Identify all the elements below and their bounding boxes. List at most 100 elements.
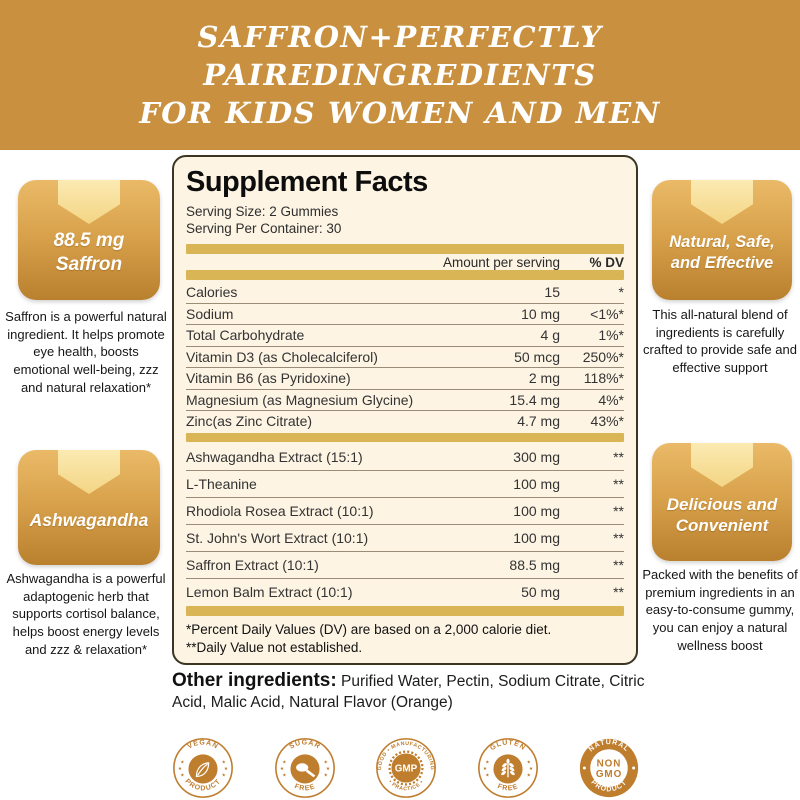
spoon-icon (295, 763, 315, 778)
vegan-product-stamp: VEGAN PRODUCT ★★★ ★★★ (173, 738, 233, 798)
nutrient-amount: 50 mcg (514, 348, 560, 365)
svg-text:★: ★ (224, 766, 228, 772)
serving-size: Serving Size: 2 Gummies (186, 204, 339, 219)
table-row: Lemon Balm Extract (10:1) 50 mg ** (186, 578, 624, 605)
table-row: Vitamin D3 (as Cholecalciferol) 50 mcg 2… (186, 345, 624, 368)
svg-text:SUGAR: SUGAR (288, 739, 321, 750)
nutrient-dv: * (618, 283, 624, 300)
svg-text:★: ★ (528, 766, 532, 772)
natural-safe-description: This all-natural blend of ingredients is… (643, 307, 797, 376)
banner-line-2: PAIREDINGREDIENTS (203, 58, 597, 92)
banner-line-3: FOR KIDS WOMEN AND MEN (139, 96, 661, 130)
ribbon-icon (691, 180, 753, 224)
svg-text:★: ★ (282, 759, 286, 765)
table-row: L-Theanine 100 mg ** (186, 470, 624, 497)
ingredient-amount: 100 mg (513, 476, 560, 493)
table-row: Vitamin B6 (as Pyridoxine) 2 mg 118%* (186, 367, 624, 389)
table-column-headers: Amount per serving % DV (186, 254, 624, 271)
ingredient-amount: 100 mg (513, 503, 560, 520)
other-ingredients-label: Other ingredients: (172, 670, 337, 691)
nutrient-dv: <1%* (590, 305, 624, 322)
saffron-description: Saffron is a powerful natural ingredient… (5, 309, 167, 395)
nutrient-amount: 4 g (540, 327, 560, 344)
top-banner: SAFFRON+PERFECTLY PAIREDINGREDIENTS FOR … (0, 0, 800, 150)
ribbon-icon (58, 450, 120, 494)
svg-text:★: ★ (282, 772, 286, 778)
badge-title-line: Ashwagandha (29, 510, 149, 531)
svg-text:FREE: FREE (496, 783, 519, 792)
ashwagandha-description: Ashwagandha is a powerful adaptogenic he… (6, 571, 166, 657)
ingredient-dv: ** (613, 503, 624, 520)
badge-title-line: Natural, Safe, (669, 233, 775, 252)
svg-text:★: ★ (222, 772, 226, 778)
footnotes: *Percent Daily Values (DV) are based on … (186, 621, 624, 657)
nutrient-name: Magnesium (as Magnesium Glycine) (186, 391, 414, 408)
svg-text:★: ★ (222, 759, 226, 765)
nutrients-table: Calories 15 * Sodium 10 mg <1%* Total Ca… (186, 281, 624, 432)
ingredient-name: Saffron Extract (10:1) (186, 557, 319, 574)
svg-text:GMP: GMP (395, 763, 418, 774)
nutrient-name: Total Carbohydrate (186, 327, 305, 344)
svg-text:NON: NON (597, 759, 622, 770)
table-row: Calories 15 * (186, 281, 624, 303)
divider-bar (186, 244, 624, 254)
other-ingredients-text: Purified Water, Pectin, Sodium Citrate, … (172, 673, 645, 711)
nutrient-dv: 118%* (583, 370, 624, 387)
ingredient-amount: 88.5 mg (509, 557, 560, 574)
svg-text:★: ★ (485, 772, 489, 778)
column-header-amount: Amount per serving (442, 254, 560, 270)
gluten-free-stamp: GLUTEN FREE ★★★ ★★★ (477, 738, 538, 798)
svg-text:★: ★ (323, 772, 327, 778)
table-row: Sodium 10 mg <1%* (186, 302, 624, 325)
table-row: Rhodiola Rosea Extract (10:1) 100 mg ** (186, 497, 624, 524)
svg-text:★: ★ (180, 759, 184, 765)
table-row: Ashwagandha Extract (15:1) 300 mg ** (186, 443, 624, 470)
gmp-stamp: GOOD • MANUFACTURING • PRACTICE • GMP (376, 738, 436, 798)
ingredient-name: St. John's Wort Extract (10:1) (186, 530, 369, 547)
svg-text:★: ★ (485, 759, 489, 765)
ingredient-name: Lemon Balm Extract (10:1) (186, 584, 353, 601)
nutrient-name: Zinc(as Zinc Citrate) (186, 413, 313, 430)
divider-bar (186, 606, 624, 616)
servings-per-container: Serving Per Container: 30 (186, 221, 342, 236)
table-row: Zinc(as Zinc Citrate) 4.7 mg 43%* (186, 410, 624, 432)
svg-text:★: ★ (325, 766, 329, 772)
ashwagandha-badge: Ashwagandha (18, 450, 160, 565)
badge-title-line: and Effective (670, 254, 774, 272)
svg-text:★: ★ (482, 766, 486, 772)
nutrient-amount: 2 mg (528, 370, 560, 387)
banner-line-1: SAFFRON+PERFECTLY (197, 20, 603, 54)
nutrient-dv: 250%* (582, 348, 624, 365)
nutrient-amount: 10 mg (521, 305, 560, 322)
certification-stamps: VEGAN PRODUCT ★ ★ ★ ★ ★ ★ SUGAR FREE ★ ★ ★ ★ ★ ★ (172, 736, 640, 800)
ribbon-icon (691, 443, 753, 487)
leaf-icon (195, 762, 210, 778)
non-gmo-stamp: NATURAL PRODUCT NON GMO (579, 738, 639, 798)
footnote-not-established: **Daily Value not established. (186, 640, 363, 655)
nutrient-name: Calories (186, 283, 238, 300)
nutrient-name: Vitamin D3 (as Cholecalciferol) (186, 348, 378, 365)
table-row: Magnesium (as Magnesium Glycine) 15.4 mg… (186, 388, 624, 411)
svg-text:VEGAN: VEGAN (187, 739, 220, 750)
badge-title-line: Convenient (675, 516, 769, 535)
saffron-amount-badge: 88.5 mg Saffron (18, 180, 160, 300)
badge-title-line: Saffron (55, 254, 123, 275)
svg-text:★: ★ (180, 772, 184, 778)
supplement-facts-panel: Supplement Facts Serving Size: 2 Gummies… (172, 155, 638, 665)
svg-text:GMO: GMO (596, 769, 622, 780)
column-header-dv: % DV (589, 254, 624, 270)
table-row: St. John's Wort Extract (10:1) 100 mg ** (186, 524, 624, 551)
svg-text:★: ★ (323, 759, 327, 765)
nutrient-amount: 4.7 mg (517, 413, 560, 430)
svg-text:★: ★ (279, 766, 283, 772)
delicious-convenient-badge: Delicious and Convenient (652, 443, 792, 561)
ingredient-dv: ** (613, 584, 624, 601)
nutrient-name: Sodium (186, 305, 234, 322)
ribbon-icon (58, 180, 120, 224)
nutrient-dv: 43%* (590, 413, 624, 430)
sugar-free-stamp: SUGAR FREE ★★★ ★★★ (274, 738, 335, 798)
svg-text:FREE: FREE (293, 783, 316, 792)
ingredient-dv: ** (613, 557, 624, 574)
table-row: Saffron Extract (10:1) 88.5 mg ** (186, 551, 624, 578)
svg-text:★: ★ (526, 772, 530, 778)
